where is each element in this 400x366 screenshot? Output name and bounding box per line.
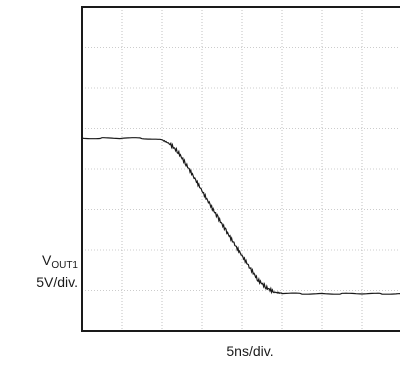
plot-frame [81,6,400,332]
y-axis-label: VOUT1 5V/div. [16,252,78,290]
y-label-scale: 5V/div. [36,274,78,290]
y-label-main: V [41,252,52,268]
y-label-subscript: OUT1 [51,260,78,271]
x-axis-label: 5ns/div. [226,343,274,359]
vout1-trace [81,137,400,295]
graticule-grid [82,7,400,331]
